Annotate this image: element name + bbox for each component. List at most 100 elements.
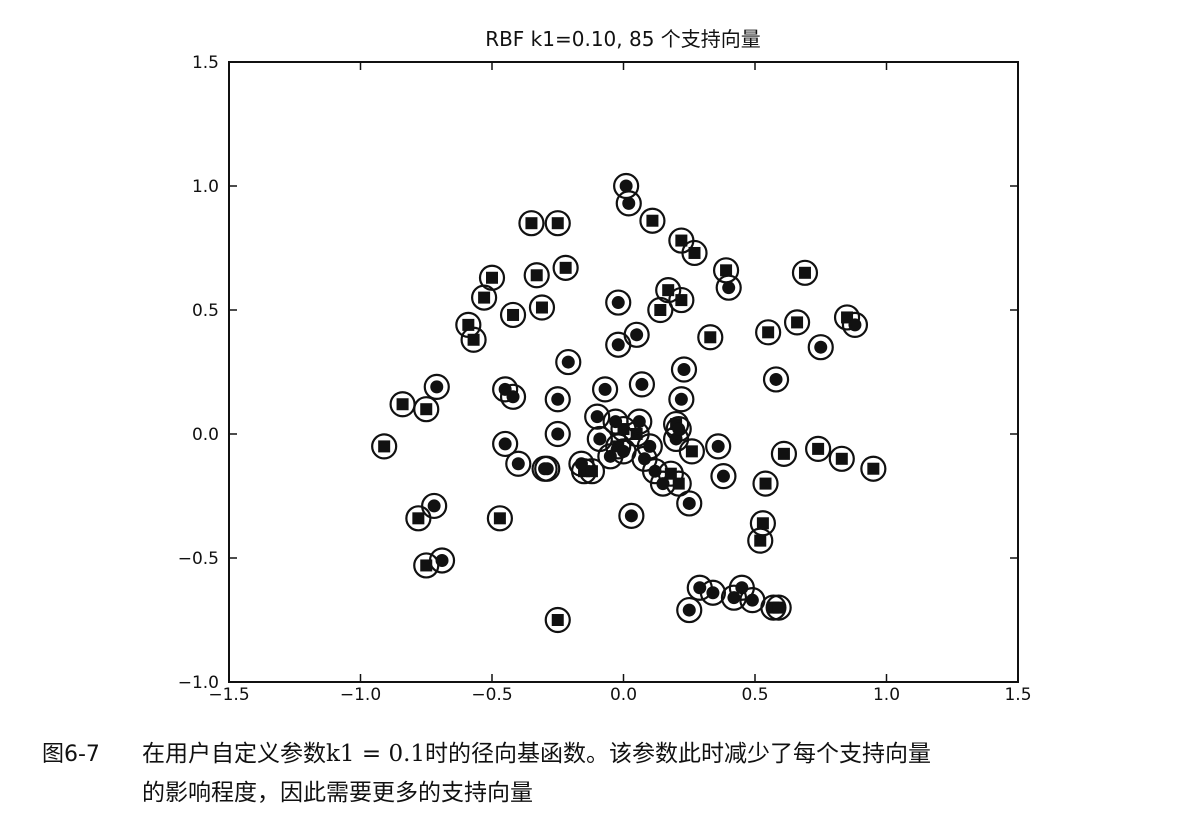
support-vector-square	[486, 505, 513, 532]
y-tick-label: 0.5	[192, 301, 219, 321]
x-tick-label: −1.5	[208, 685, 249, 705]
data-point-dot	[611, 338, 625, 352]
support-vector-ring	[681, 239, 708, 267]
data-point-square	[754, 534, 767, 547]
data-point-square	[654, 304, 667, 316]
data-point-square	[507, 308, 520, 321]
data-point-square	[551, 217, 564, 230]
x-tick-label: 1.5	[1004, 685, 1031, 705]
data-point-dot	[682, 496, 696, 510]
support-vector-ring	[639, 207, 666, 234]
support-vector-square	[544, 210, 571, 237]
support-vector-square	[523, 262, 550, 289]
support-vector-ring	[676, 490, 703, 517]
support-vector-ring	[676, 596, 703, 624]
data-point-square	[688, 246, 701, 259]
support-vector-ring	[626, 408, 653, 435]
data-point-square	[675, 234, 688, 247]
support-vector-circle	[807, 334, 834, 361]
caption-line-1: 在用户自定义参数k1 = 0.1时的径向基函数。该参数此时减少了每个支持向量	[142, 741, 932, 767]
support-vector-ring	[605, 289, 632, 316]
support-vector-circle	[670, 356, 698, 383]
data-point-dot	[435, 553, 449, 567]
x-tick-label: −1.0	[340, 685, 381, 705]
support-vector-circle	[423, 373, 450, 400]
data-point-square	[530, 269, 543, 282]
support-vector-ring	[528, 294, 556, 321]
support-vector-square	[752, 470, 779, 497]
figure-number: 图6-7	[42, 742, 100, 767]
data-point-dot	[632, 415, 646, 429]
support-vector-ring	[649, 470, 677, 497]
support-vector-square	[413, 396, 440, 423]
support-vector-circle	[531, 455, 558, 482]
data-point-square	[420, 403, 433, 416]
support-vector-ring	[749, 510, 776, 537]
data-point-dot	[617, 444, 630, 458]
x-tick-label: 0.0	[610, 685, 637, 705]
data-point-dot	[674, 392, 688, 406]
support-vector-circle	[615, 190, 642, 217]
data-point-square	[759, 477, 772, 490]
support-vector-square	[478, 264, 506, 291]
data-point-dot	[677, 363, 691, 377]
support-vector-ring	[618, 502, 645, 529]
support-vector-ring	[544, 210, 571, 237]
data-point-dot	[427, 499, 441, 513]
data-point-dot	[745, 593, 759, 607]
support-vector-square	[770, 440, 798, 467]
support-vector-ring	[807, 334, 834, 361]
data-point-square	[812, 442, 825, 455]
support-vector-ring	[518, 210, 545, 237]
data-point-square	[535, 301, 548, 314]
data-points	[371, 172, 887, 634]
support-vector-ring	[715, 274, 742, 301]
support-vector-circle	[762, 366, 790, 393]
data-point-dot	[551, 392, 565, 406]
support-vector-circle	[421, 492, 448, 520]
support-vector-ring	[555, 348, 582, 376]
support-vector-ring	[584, 403, 611, 430]
support-vector-circle	[710, 463, 737, 490]
support-vector-circle	[636, 433, 663, 460]
data-point-dot	[769, 372, 783, 386]
data-point-square	[672, 477, 685, 490]
support-vector-ring	[486, 505, 513, 532]
support-vector-ring	[478, 264, 506, 291]
support-vector-ring	[752, 470, 779, 497]
support-vector-ring	[755, 319, 782, 346]
support-vector-ring	[421, 492, 448, 520]
x-tick-label: 1.0	[873, 685, 900, 705]
support-vector-ring	[665, 415, 692, 443]
data-point-dot	[648, 464, 662, 478]
data-point-dot	[643, 439, 657, 453]
data-point-square	[685, 445, 698, 458]
data-point-dot	[611, 296, 625, 310]
support-vector-square	[697, 324, 724, 351]
plot-area-frame	[228, 61, 1019, 683]
support-vector-ring	[770, 440, 798, 467]
data-point-dot	[706, 586, 720, 600]
support-vector-circle	[668, 386, 695, 413]
data-point-dot	[511, 457, 525, 471]
support-vector-ring	[791, 259, 819, 286]
support-vector-square	[668, 286, 695, 314]
support-vector-circle	[623, 321, 650, 348]
support-vector-square	[371, 433, 398, 460]
data-point-dot	[619, 179, 633, 193]
support-vector-square	[681, 239, 708, 267]
support-vector-ring	[636, 433, 663, 460]
data-point-dot	[538, 462, 552, 476]
data-point-square	[720, 264, 733, 277]
support-vector-ring	[460, 326, 487, 353]
x-tick-label: −0.5	[471, 685, 512, 705]
data-point-dot	[727, 591, 741, 605]
data-point-square	[772, 601, 785, 614]
data-point-dot	[672, 422, 686, 436]
support-vector-square	[765, 594, 792, 621]
support-vector-ring	[765, 594, 792, 621]
data-point-square	[835, 452, 848, 465]
data-point-dot	[609, 415, 623, 429]
support-vector-square	[783, 309, 811, 336]
support-vector-circle	[428, 547, 456, 574]
